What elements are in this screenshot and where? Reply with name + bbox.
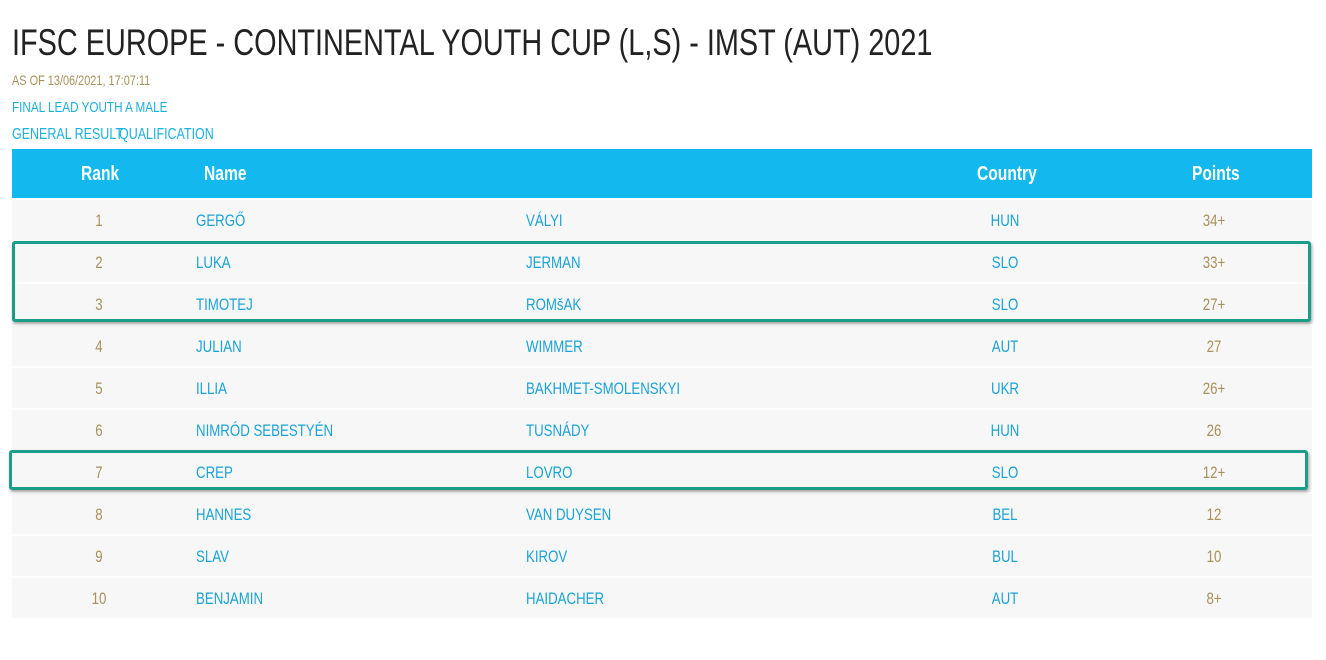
last-name: TUSNÁDY (526, 421, 590, 440)
rank: 5 (95, 379, 103, 398)
tab[interactable]: QUALIFICATION (119, 126, 214, 143)
country: SLO (991, 463, 1019, 482)
rank: 2 (95, 253, 103, 272)
highlight-box (12, 241, 1311, 322)
table-row[interactable]: 10 BENJAMIN HAIDACHER AUT 8+ (12, 578, 1312, 618)
country: HUN (990, 421, 1020, 440)
rank: 4 (95, 337, 103, 356)
table-row[interactable]: 9 SLAV KIROV BUL 10 (12, 536, 1312, 576)
table-row[interactable]: 3 TIMOTEJ ROMšAK SLO 27+ (12, 284, 1312, 324)
first-name: NIMRÓD SEBESTYÉN (196, 421, 334, 440)
rank: 9 (95, 547, 103, 566)
points: 33+ (1202, 253, 1226, 272)
country: BUL (992, 547, 1018, 566)
rank: 1 (95, 211, 103, 230)
table-row[interactable]: 6 NIMRÓD SEBESTYÉN TUSNÁDY HUN 26 (12, 410, 1312, 450)
first-name: LUKA (196, 253, 231, 272)
last-name: VÁLYI (526, 211, 563, 230)
country: SLO (991, 295, 1019, 314)
rank: 10 (91, 589, 107, 608)
country: UKR (990, 379, 1020, 398)
points: 27 (1206, 337, 1222, 356)
column-header[interactable]: Rank (81, 163, 120, 185)
points: 27+ (1202, 295, 1226, 314)
first-name: HANNES (196, 505, 252, 524)
country: BEL (992, 505, 1018, 524)
last-name: HAIDACHER (526, 589, 605, 608)
highlight-box (9, 450, 1308, 490)
points: 10 (1206, 547, 1222, 566)
country: AUT (991, 337, 1019, 356)
column-header[interactable]: Points (1192, 163, 1240, 185)
table-row[interactable]: 1 GERGŐ VÁLYI HUN 34+ (12, 200, 1312, 240)
page-title: IFSC EUROPE - CONTINENTAL YOUTH CUP (L,S… (12, 22, 933, 63)
table-row[interactable]: 8 HANNES VAN DUYSEN BEL 12 (12, 494, 1312, 534)
column-header[interactable]: Country (977, 163, 1037, 185)
points: 34+ (1202, 211, 1226, 230)
last-name: BAKHMET-SMOLENSKYI (526, 379, 681, 398)
table-row[interactable]: 4 JULIAN WIMMER AUT 27 (12, 326, 1312, 366)
country: AUT (991, 589, 1019, 608)
category-link[interactable]: FINAL LEAD YOUTH A MALE (12, 99, 168, 116)
first-name: CREP (196, 463, 233, 482)
last-name: WIMMER (526, 337, 583, 356)
tab[interactable]: GENERAL RESULT (12, 126, 123, 143)
rank: 6 (95, 421, 103, 440)
table-header (12, 149, 1312, 198)
last-name: JERMAN (526, 253, 581, 272)
table-row[interactable]: 7 CREP LOVRO SLO 12+ (12, 452, 1312, 492)
timestamp: AS OF 13/06/2021, 17:07:11 (12, 72, 151, 88)
country: SLO (991, 253, 1019, 272)
table-row[interactable]: 2 LUKA JERMAN SLO 33+ (12, 242, 1312, 282)
first-name: JULIAN (196, 337, 242, 356)
points: 12+ (1202, 463, 1226, 482)
points: 26+ (1202, 379, 1226, 398)
last-name: ROMšAK (526, 295, 582, 314)
rank: 7 (95, 463, 103, 482)
country: HUN (990, 211, 1020, 230)
points: 12 (1206, 505, 1222, 524)
last-name: LOVRO (526, 463, 573, 482)
first-name: GERGŐ (196, 211, 246, 230)
rank: 8 (95, 505, 103, 524)
first-name: ILLIA (196, 379, 227, 398)
points: 26 (1206, 421, 1222, 440)
table-row[interactable]: 5 ILLIA BAKHMET-SMOLENSKYI UKR 26+ (12, 368, 1312, 408)
rank: 3 (95, 295, 103, 314)
first-name: SLAV (196, 547, 229, 566)
first-name: TIMOTEJ (196, 295, 253, 314)
column-header[interactable]: Name (204, 163, 247, 185)
last-name: VAN DUYSEN (526, 505, 612, 524)
first-name: BENJAMIN (196, 589, 264, 608)
points: 8+ (1206, 589, 1222, 608)
last-name: KIROV (526, 547, 568, 566)
